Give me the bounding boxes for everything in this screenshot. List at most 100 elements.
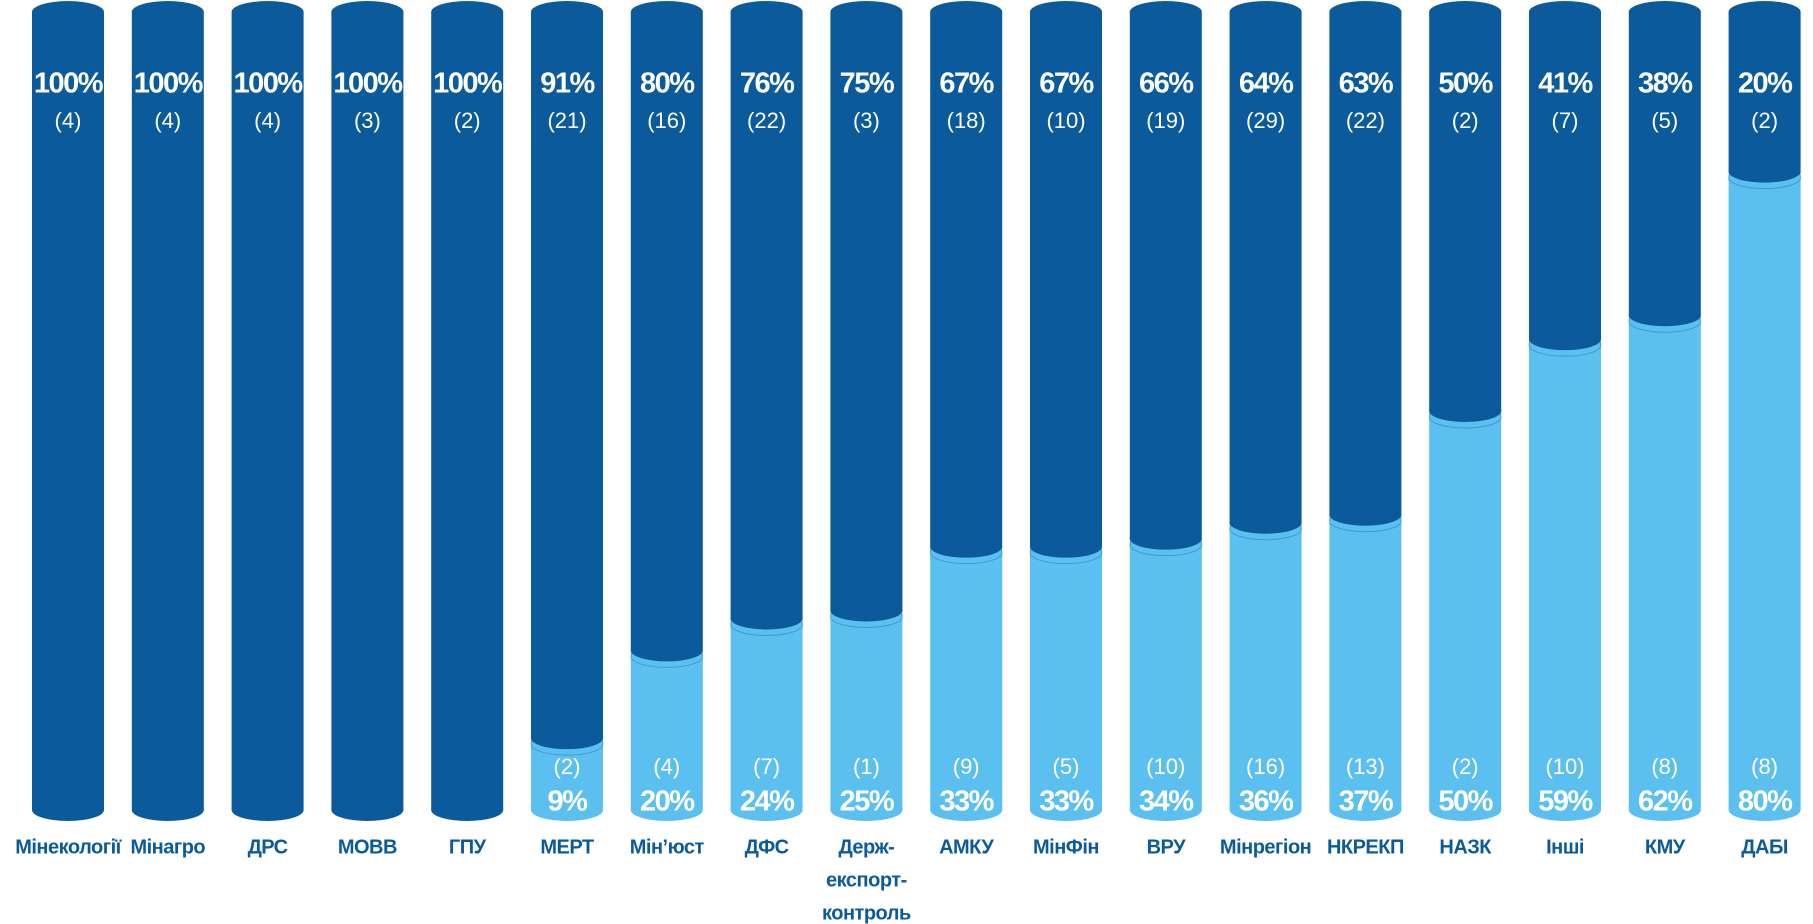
segment-body xyxy=(1329,514,1402,810)
percent-label: 24% xyxy=(740,786,795,818)
segment-body xyxy=(730,12,803,619)
cylinder-segment xyxy=(1628,304,1701,821)
percent-label: 100% xyxy=(34,68,104,100)
segment-edge xyxy=(630,644,704,668)
category-label: АМКУ xyxy=(939,836,994,858)
segment-edge xyxy=(1328,509,1402,533)
cylinder-segment xyxy=(829,1,903,628)
count-label: (4) xyxy=(653,754,680,779)
category-label: ВРУ xyxy=(1147,836,1187,858)
percent-label: 100% xyxy=(234,68,304,100)
segment-body xyxy=(1229,12,1302,523)
percent-label: 67% xyxy=(1039,68,1094,100)
percent-label: 41% xyxy=(1538,68,1593,100)
cylinder-segment xyxy=(630,1,704,668)
segment-body xyxy=(1628,315,1701,810)
segment-top xyxy=(1030,1,1102,23)
cylinder-segment xyxy=(1628,1,1702,333)
category-label: Мінагро xyxy=(130,836,205,858)
segment-body xyxy=(1229,522,1302,810)
segment-edge xyxy=(530,732,604,756)
segment-edge xyxy=(1029,541,1103,565)
cylinder-segment xyxy=(331,1,404,821)
cylinder-segment xyxy=(1529,328,1601,821)
category-label: експорт- xyxy=(826,869,907,891)
category-label: Мінрегіон xyxy=(1220,836,1311,858)
segment-body xyxy=(830,610,903,810)
count-label: (21) xyxy=(547,108,586,133)
count-label: (16) xyxy=(647,108,686,133)
segment-body xyxy=(531,738,603,810)
segment-edge xyxy=(730,612,804,636)
segment-body xyxy=(1030,12,1102,547)
segment-body xyxy=(431,12,504,810)
count-label: (2) xyxy=(1452,754,1479,779)
count-label: (10) xyxy=(1545,754,1584,779)
segment-top xyxy=(531,1,603,23)
segment-body xyxy=(1129,538,1202,810)
segment-body xyxy=(730,618,803,810)
cylinder-segment xyxy=(929,1,1003,565)
percent-label: 64% xyxy=(1239,68,1294,100)
count-label: (10) xyxy=(1146,754,1185,779)
segment-edge xyxy=(1229,517,1303,541)
cylinder-segment xyxy=(1229,1,1303,541)
segment-body xyxy=(830,12,903,611)
count-label: (2) xyxy=(554,754,581,779)
percent-label: 63% xyxy=(1339,68,1394,100)
percent-label: 34% xyxy=(1139,786,1194,818)
percent-label: 20% xyxy=(640,786,695,818)
segment-body xyxy=(930,546,1003,810)
percent-label: 50% xyxy=(1438,68,1493,100)
category-label: МінФін xyxy=(1033,836,1099,858)
percent-label: 75% xyxy=(840,68,895,100)
category-label: ДФС xyxy=(745,836,789,858)
percent-label: 37% xyxy=(1339,786,1394,818)
segment-body xyxy=(531,12,603,739)
count-label: (7) xyxy=(1552,108,1579,133)
category-label: Мін’юст xyxy=(630,836,705,858)
count-label: (22) xyxy=(1346,108,1385,133)
count-label: (3) xyxy=(853,108,880,133)
percent-label: 25% xyxy=(840,786,895,818)
count-label: (2) xyxy=(1452,108,1479,133)
segment-top xyxy=(431,1,504,23)
count-label: (5) xyxy=(1053,754,1080,779)
cylinder-segment xyxy=(1029,1,1103,565)
count-label: (3) xyxy=(354,108,381,133)
segment-edge xyxy=(929,541,1003,565)
segment-top xyxy=(1229,1,1302,23)
segment-body xyxy=(1129,12,1202,539)
cylinder-segment xyxy=(730,1,804,636)
category-label: КМУ xyxy=(1645,836,1686,858)
cylinder-segment xyxy=(1328,1,1402,533)
segment-top xyxy=(1529,1,1601,23)
count-label: (2) xyxy=(454,108,481,133)
percent-label: 62% xyxy=(1638,786,1693,818)
category-label: ДАБІ xyxy=(1741,836,1788,858)
percent-label: 67% xyxy=(939,68,994,100)
segment-body xyxy=(630,650,703,810)
segment-top xyxy=(1429,1,1502,23)
percent-label: 38% xyxy=(1638,68,1693,100)
segment-body xyxy=(231,12,304,810)
segment-body xyxy=(32,12,104,810)
count-label: (10) xyxy=(1046,108,1085,133)
category-label: Мінекології xyxy=(15,836,121,858)
cylinder-segment xyxy=(1030,535,1102,821)
category-label: МЕРТ xyxy=(540,836,594,858)
segment-body xyxy=(1628,12,1701,316)
count-label: (7) xyxy=(753,754,780,779)
count-label: (4) xyxy=(55,108,82,133)
segment-edge xyxy=(829,605,903,628)
category-label: ДРС xyxy=(248,836,288,858)
cylinder-segment xyxy=(431,1,504,821)
percent-label: 33% xyxy=(1039,786,1094,818)
percent-label: 80% xyxy=(640,68,695,100)
segment-top xyxy=(331,1,404,23)
cylinder-segment xyxy=(131,1,204,821)
segment-top xyxy=(1628,1,1701,23)
category-label: ГПУ xyxy=(449,836,487,858)
count-label: (2) xyxy=(1751,108,1778,133)
